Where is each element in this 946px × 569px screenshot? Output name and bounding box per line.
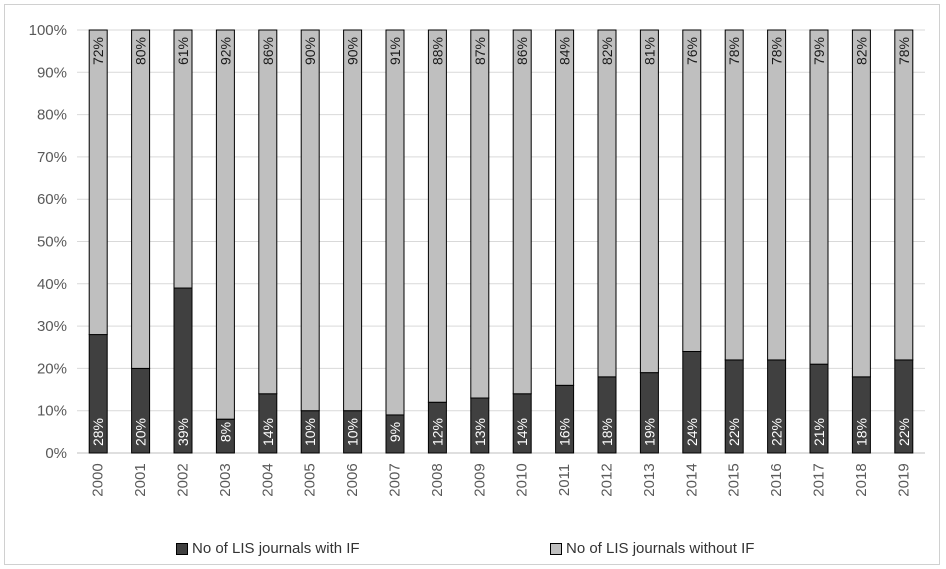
data-label: 22% (769, 418, 785, 446)
y-tick-label: 60% (37, 191, 67, 208)
data-label: 90% (345, 37, 361, 65)
data-label: 78% (769, 37, 785, 65)
legend-swatch-without-if (550, 542, 562, 555)
y-tick-label: 0% (45, 445, 67, 462)
y-tick-label: 30% (37, 318, 67, 335)
data-label: 20% (133, 418, 149, 446)
data-label: 13% (472, 418, 488, 446)
data-label: 12% (429, 418, 445, 446)
bar-segment (131, 29, 151, 369)
data-label: 81% (641, 37, 657, 65)
data-label: 24% (684, 418, 700, 446)
data-label: 72% (90, 37, 106, 65)
data-label: 8% (217, 422, 233, 442)
data-label: 18% (853, 418, 869, 446)
x-tick-label: 2006 (344, 463, 361, 496)
data-label: 14% (514, 418, 530, 446)
x-tick-label: 2012 (599, 463, 616, 496)
data-label: 19% (641, 418, 657, 446)
legend-item-without-if: No of LIS journals without IF (550, 540, 754, 557)
data-label: 22% (726, 418, 742, 446)
x-tick-label: 2007 (387, 463, 404, 496)
x-tick-label: 2013 (641, 463, 658, 496)
bar-segment (300, 29, 320, 412)
bar-segment (88, 29, 108, 336)
x-tick-label: 2002 (175, 463, 192, 496)
x-tick-label: 2003 (217, 463, 234, 496)
bar-segment (597, 29, 617, 378)
bar-segment (767, 29, 787, 361)
y-tick-label: 90% (37, 64, 67, 81)
y-tick-label: 100% (29, 22, 67, 39)
bar-segment (470, 29, 490, 399)
data-label: 80% (133, 37, 149, 65)
data-label: 82% (599, 37, 615, 65)
x-tick-label: 2009 (471, 463, 488, 496)
bar-segment (258, 29, 278, 395)
data-label: 10% (345, 418, 361, 446)
x-tick-label: 2010 (514, 463, 531, 496)
legend-swatch-with-if (176, 542, 188, 555)
x-tick-label: 2014 (683, 463, 700, 496)
bar-segment (343, 29, 363, 412)
y-tick-label: 20% (37, 360, 67, 377)
data-label: 92% (217, 37, 233, 65)
data-label: 91% (387, 37, 403, 65)
x-tick-label: 2016 (768, 463, 785, 496)
y-tick-label: 70% (37, 149, 67, 166)
bar-segment (173, 29, 193, 289)
y-tick-label: 10% (37, 403, 67, 420)
bar-segment (682, 29, 702, 352)
data-label: 9% (387, 422, 403, 442)
x-tick-label: 2019 (895, 463, 912, 496)
x-tick-label: 2018 (853, 463, 870, 496)
bar-segment (724, 29, 744, 361)
data-label: 90% (302, 37, 318, 65)
x-tick-label: 2015 (726, 463, 743, 496)
x-tick-label: 2008 (429, 463, 446, 496)
data-label: 82% (853, 37, 869, 65)
x-tick-label: 2017 (811, 463, 828, 496)
data-label: 79% (811, 37, 827, 65)
data-label: 21% (811, 418, 827, 446)
bar-segment (385, 29, 405, 416)
data-label: 22% (896, 418, 912, 446)
x-tick-label: 2011 (556, 464, 573, 496)
data-label: 88% (429, 37, 445, 65)
bar-segment (555, 29, 575, 386)
data-label: 86% (260, 37, 276, 65)
legend-label-with-if: No of LIS journals with IF (192, 540, 360, 557)
y-tick-label: 80% (37, 107, 67, 124)
legend-label-without-if: No of LIS journals without IF (566, 540, 755, 557)
x-tick-label: 2005 (302, 463, 319, 496)
y-tick-label: 40% (37, 276, 67, 293)
chart-frame (4, 4, 940, 565)
legend-item-with-if: No of LIS journals with IF (176, 540, 360, 557)
data-label: 28% (90, 418, 106, 446)
data-label: 18% (599, 418, 615, 446)
data-label: 16% (557, 418, 573, 446)
data-label: 78% (896, 37, 912, 65)
x-tick-label: 2000 (90, 463, 107, 496)
data-label: 84% (557, 37, 573, 65)
bar-segment (512, 29, 532, 395)
bar-segment (215, 29, 235, 420)
bar-segment (851, 29, 871, 378)
data-label: 10% (302, 418, 318, 446)
bar-segment (809, 29, 829, 365)
data-label: 78% (726, 37, 742, 65)
y-tick-label: 50% (37, 234, 67, 251)
data-label: 76% (684, 37, 700, 65)
bar-segment (639, 29, 659, 374)
data-label: 61% (175, 37, 191, 65)
data-label: 14% (260, 418, 276, 446)
data-label: 86% (514, 37, 530, 65)
x-tick-label: 2001 (132, 463, 149, 496)
bar-segment (427, 29, 447, 403)
x-tick-label: 2004 (259, 463, 276, 496)
data-label: 39% (175, 418, 191, 446)
data-label: 87% (472, 37, 488, 65)
bar-segment (894, 29, 914, 361)
